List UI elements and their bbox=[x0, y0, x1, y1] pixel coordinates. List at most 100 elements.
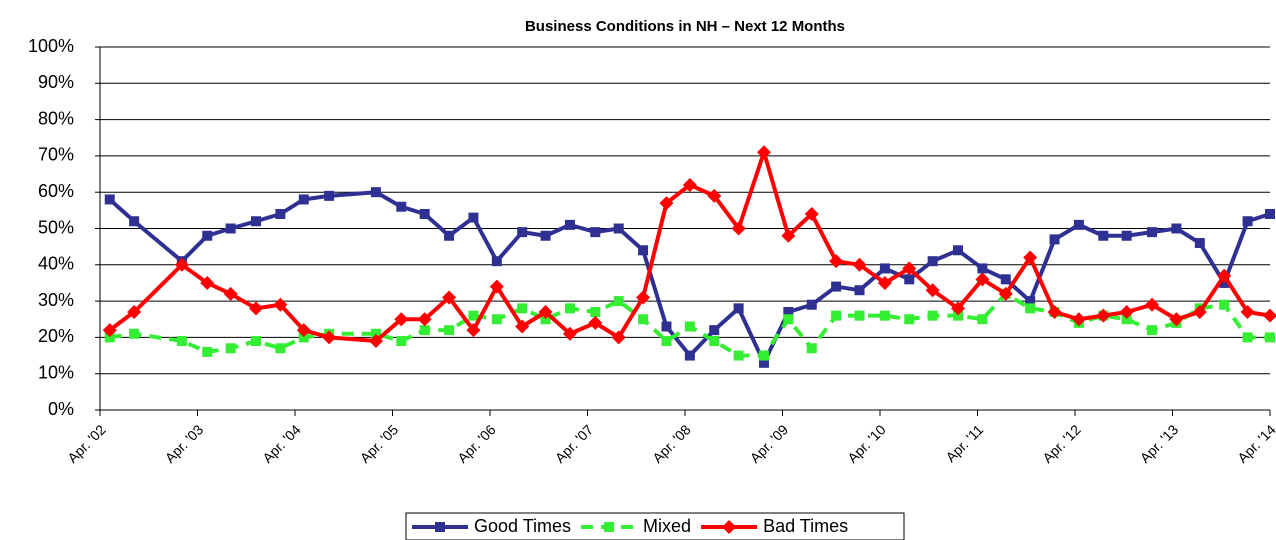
y-tick-label: 40% bbox=[38, 254, 74, 274]
data-point bbox=[925, 283, 940, 298]
legend: Good Times Mixed Bad Times bbox=[405, 512, 905, 540]
legend-label: Mixed bbox=[643, 516, 691, 536]
data-point bbox=[442, 290, 457, 305]
data-point bbox=[275, 343, 286, 354]
data-point bbox=[517, 303, 528, 314]
y-tick-label: 60% bbox=[38, 181, 74, 201]
data-point bbox=[783, 306, 794, 317]
data-point bbox=[707, 188, 722, 203]
data-point bbox=[174, 257, 189, 272]
x-tick-label: Apr. '11 bbox=[942, 421, 986, 465]
data-point bbox=[951, 301, 965, 316]
data-point bbox=[275, 208, 286, 219]
data-point bbox=[1121, 314, 1132, 325]
data-point bbox=[1242, 216, 1253, 227]
data-point bbox=[804, 206, 819, 221]
data-point bbox=[1265, 332, 1275, 343]
data-point bbox=[223, 286, 238, 301]
y-tick-label: 20% bbox=[38, 326, 74, 346]
data-point bbox=[733, 350, 744, 361]
x-tick-label: Apr. '09 bbox=[747, 421, 792, 466]
data-point bbox=[251, 336, 261, 347]
data-point bbox=[176, 336, 187, 347]
data-point bbox=[731, 221, 746, 236]
data-point bbox=[902, 261, 917, 276]
data-point bbox=[491, 314, 502, 325]
data-point bbox=[783, 314, 794, 325]
legend-label: Good Times bbox=[474, 516, 571, 536]
data-point bbox=[296, 323, 311, 338]
data-point bbox=[1217, 268, 1232, 283]
legend-box bbox=[405, 512, 905, 540]
data-point bbox=[953, 310, 963, 321]
data-point bbox=[298, 194, 309, 205]
data-point bbox=[1049, 234, 1060, 245]
data-point bbox=[564, 303, 575, 314]
data-point bbox=[852, 257, 867, 272]
data-point bbox=[370, 328, 381, 339]
data-point bbox=[322, 330, 337, 345]
data-point bbox=[877, 275, 892, 290]
data-point bbox=[1098, 230, 1109, 241]
data-point bbox=[1147, 325, 1158, 336]
x-tick-label: Apr. '05 bbox=[357, 421, 402, 466]
data-point bbox=[127, 304, 142, 319]
data-point bbox=[225, 223, 236, 234]
x-tick-label: Apr. '04 bbox=[259, 421, 304, 466]
data-point bbox=[733, 303, 744, 314]
y-tick-label: 90% bbox=[38, 72, 74, 92]
data-point bbox=[590, 227, 601, 238]
x-tick-label: Apr. '03 bbox=[162, 421, 207, 466]
x-tick-label: Apr. '12 bbox=[1039, 421, 1084, 466]
data-point bbox=[202, 346, 213, 357]
data-point bbox=[489, 279, 504, 294]
x-tick-label: Apr. '08 bbox=[649, 421, 694, 466]
data-point bbox=[200, 275, 215, 290]
data-point bbox=[129, 216, 140, 227]
legend-marker bbox=[435, 522, 445, 532]
data-point bbox=[225, 343, 236, 354]
x-tick-label: Apr. '10 bbox=[844, 421, 889, 466]
data-point bbox=[709, 336, 720, 347]
y-tick-label: 70% bbox=[38, 145, 74, 165]
data-point bbox=[251, 216, 261, 227]
data-point bbox=[613, 223, 624, 234]
data-point bbox=[1194, 238, 1205, 249]
data-point bbox=[564, 219, 575, 230]
data-point bbox=[977, 263, 988, 274]
data-point bbox=[1047, 304, 1062, 319]
data-point bbox=[1192, 304, 1207, 319]
data-point bbox=[904, 314, 915, 325]
data-point bbox=[1025, 296, 1036, 307]
data-point bbox=[202, 230, 213, 241]
legend-marker bbox=[722, 520, 737, 534]
data-point bbox=[1219, 299, 1230, 310]
y-tick-label: 30% bbox=[38, 290, 74, 310]
data-point bbox=[758, 357, 769, 368]
data-point bbox=[129, 328, 140, 339]
data-point bbox=[927, 310, 938, 321]
data-point bbox=[324, 190, 335, 201]
data-point bbox=[444, 230, 455, 241]
data-point bbox=[1147, 227, 1158, 238]
y-tick-label: 100% bbox=[28, 36, 74, 56]
data-point bbox=[590, 306, 601, 317]
y-tick-label: 80% bbox=[38, 108, 74, 128]
data-point bbox=[684, 321, 695, 332]
data-point bbox=[904, 274, 915, 285]
data-point bbox=[661, 321, 672, 332]
data-point bbox=[517, 227, 528, 238]
data-point bbox=[611, 330, 626, 345]
data-point bbox=[538, 304, 553, 319]
data-point bbox=[396, 336, 407, 347]
data-point bbox=[661, 336, 672, 347]
data-point bbox=[419, 325, 430, 336]
data-point bbox=[1169, 312, 1184, 327]
data-point bbox=[638, 245, 649, 256]
x-tick-label: Apr. '02 bbox=[64, 421, 109, 466]
data-point bbox=[1242, 332, 1253, 343]
data-point bbox=[854, 310, 865, 321]
data-point bbox=[394, 312, 409, 327]
data-point bbox=[806, 343, 817, 354]
